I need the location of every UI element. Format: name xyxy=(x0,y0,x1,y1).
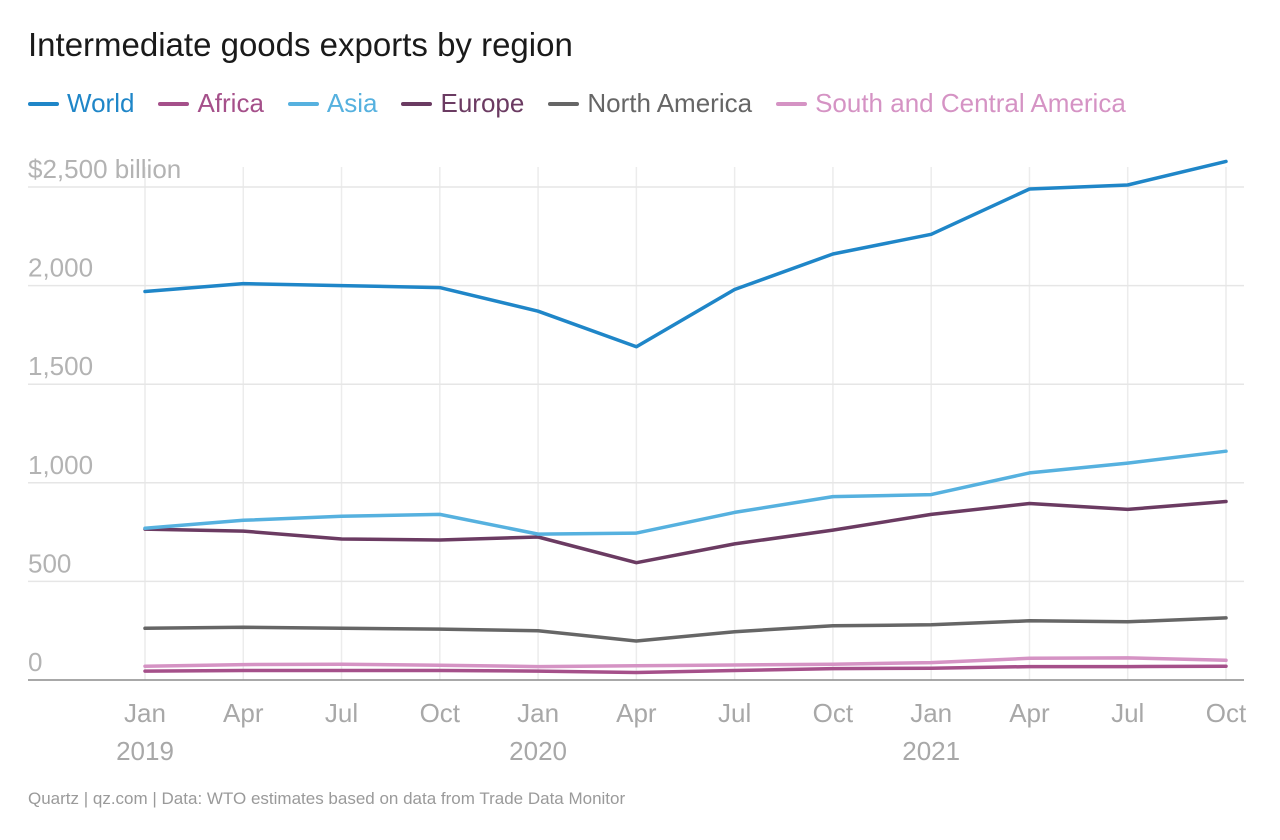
gridlines xyxy=(28,167,1244,681)
legend-label: South and Central America xyxy=(815,88,1126,118)
legend-item: Asia xyxy=(287,88,378,119)
legend-item: South and Central America xyxy=(776,88,1126,119)
x-tick-label: Jan xyxy=(517,698,559,728)
x-tick-label: Apr xyxy=(616,698,657,728)
series-line-europe xyxy=(143,499,1228,565)
legend-swatch xyxy=(28,101,59,106)
y-tick-label: 500 xyxy=(28,548,71,578)
x-tick-label: Apr xyxy=(1009,698,1050,728)
y-tick-label: 2,000 xyxy=(28,253,93,283)
legend: World Africa Asia Europe North America South … xyxy=(28,88,1126,119)
series-line-asia xyxy=(143,449,1228,536)
x-tick-label: Oct xyxy=(813,698,854,728)
series-lines xyxy=(143,159,1228,675)
x-tick-label: Apr xyxy=(223,698,264,728)
series-line-north-america xyxy=(143,616,1228,643)
y-tick-labels: 0 500 1,000 1,500 2,000 $2,500 billion xyxy=(28,154,181,677)
legend-label: Europe xyxy=(440,88,525,118)
x-year-label: 2019 xyxy=(116,736,174,766)
x-year-label: 2021 xyxy=(902,736,960,766)
y-tick-label: 1,500 xyxy=(28,351,93,381)
x-tick-label: Jul xyxy=(1111,698,1144,728)
y-tick-label: 0 xyxy=(28,647,42,677)
legend-swatch xyxy=(776,101,808,106)
x-year-label: 2020 xyxy=(509,736,567,766)
x-tick-label: Jan xyxy=(124,698,166,728)
series-line-world xyxy=(143,159,1228,349)
legend-item: Europe xyxy=(401,88,524,119)
legend-label: World xyxy=(67,88,135,118)
x-tick-label: Oct xyxy=(1206,698,1247,728)
x-tick-label: Jul xyxy=(718,698,751,728)
legend-item: North America xyxy=(548,88,752,119)
legend-item: World xyxy=(28,88,134,119)
legend-swatch xyxy=(548,101,580,106)
source-note: Quartz | qz.com | Data: WTO estimates ba… xyxy=(28,789,626,808)
legend-label: Asia xyxy=(326,88,378,118)
legend-swatch xyxy=(287,101,319,106)
y-tick-label: 1,000 xyxy=(28,450,93,480)
series-line-south-and-central-america xyxy=(143,656,1228,669)
legend-item: Africa xyxy=(158,88,264,119)
x-tick-labels: Jan Apr Jul Oct Jan Apr Jul Oct Jan Apr Jul Oct 2019… xyxy=(116,698,1247,766)
y-tick-label: $2,500 billion xyxy=(28,154,181,184)
x-tick-label: Jan xyxy=(910,698,952,728)
x-tick-label: Jul xyxy=(325,698,358,728)
chart-title: Intermediate goods exports by region xyxy=(28,26,573,63)
series-line-africa xyxy=(143,664,1228,675)
x-tick-label: Oct xyxy=(420,698,461,728)
legend-swatch xyxy=(158,101,190,106)
legend-swatch xyxy=(401,101,433,106)
legend-label: Africa xyxy=(197,88,264,118)
legend-label: North America xyxy=(587,88,753,118)
